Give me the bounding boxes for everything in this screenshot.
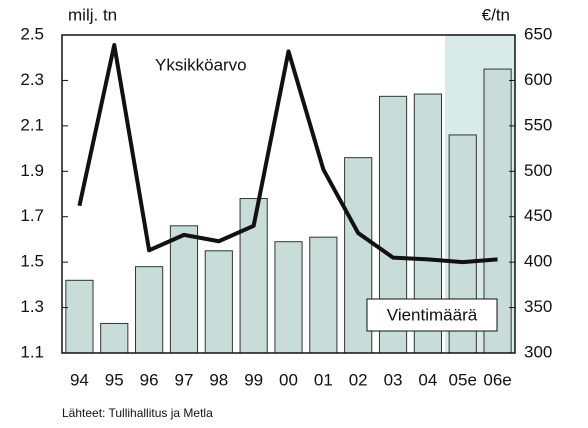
plot-frame xyxy=(61,34,516,354)
bar xyxy=(135,266,164,354)
y2-axis-label: €/tn xyxy=(482,5,510,24)
y-tick-label: 1.5 xyxy=(20,252,44,271)
x-tick-label: 99 xyxy=(244,370,263,389)
line xyxy=(77,42,498,265)
bar xyxy=(274,241,303,354)
x-tick-label: 04 xyxy=(418,370,437,389)
x-tick-label: 98 xyxy=(209,370,228,389)
y2-tick-label: 300 xyxy=(524,342,552,361)
y2-tick-label: 350 xyxy=(524,297,552,316)
x-tick-label: 03 xyxy=(384,370,403,389)
y-axis-label: milj. tn xyxy=(68,5,117,24)
lines xyxy=(77,42,498,265)
y-tick-label: 2.5 xyxy=(20,24,44,43)
y2-tick-label: 450 xyxy=(524,206,552,225)
bar-label: Vientimäärä xyxy=(387,305,478,324)
bar xyxy=(309,236,338,354)
x-tick-label: 95 xyxy=(105,370,124,389)
y2-tick-label: 400 xyxy=(524,252,552,271)
line-label: Yksikköarvo xyxy=(155,55,247,74)
y-tick-label: 1.3 xyxy=(20,297,44,316)
bar xyxy=(169,225,199,354)
y-tick-label: 1.9 xyxy=(20,161,44,180)
y2-tick-label: 600 xyxy=(524,70,552,89)
x-tick-label: 01 xyxy=(314,370,333,389)
bar xyxy=(344,157,373,354)
x-tick-label: 05e xyxy=(449,370,477,389)
y-tick-label: 1.1 xyxy=(20,342,44,361)
source: Lähteet: Tullihallitus ja Metla xyxy=(62,406,213,420)
x-tick-label: 94 xyxy=(70,370,89,389)
y-tick-label: 2.3 xyxy=(20,70,44,89)
x-tick-label: 97 xyxy=(175,370,194,389)
bar xyxy=(100,322,129,354)
y-tick-label: 2.1 xyxy=(20,115,44,134)
x-tick-label: 06e xyxy=(483,370,511,389)
bar xyxy=(65,279,94,354)
x-tick-label: 02 xyxy=(349,370,368,389)
y2-tick-label: 550 xyxy=(524,115,552,134)
x-tick-label: 00 xyxy=(279,370,298,389)
bar xyxy=(204,250,233,354)
x-tick-label: 96 xyxy=(140,370,159,389)
y2-tick-label: 650 xyxy=(524,24,552,43)
y2-tick-label: 500 xyxy=(524,161,552,180)
bar-label-box xyxy=(366,298,498,332)
y-tick-label: 1.7 xyxy=(20,206,44,225)
